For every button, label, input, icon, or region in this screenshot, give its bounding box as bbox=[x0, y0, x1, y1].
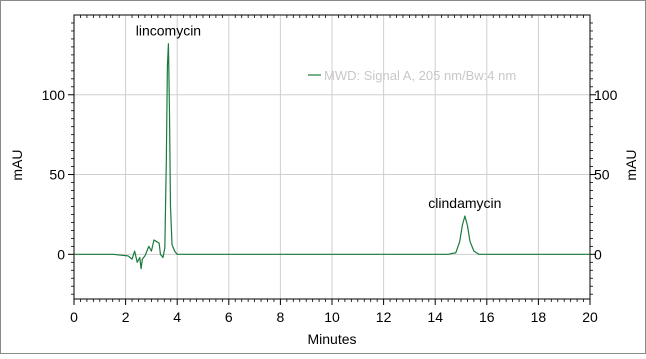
y-axis-label-right: mAU bbox=[623, 149, 639, 180]
x-tick-label: 16 bbox=[479, 309, 495, 325]
y-left-tick-label: 100 bbox=[42, 87, 66, 103]
y-left-tick-label: 0 bbox=[57, 246, 65, 262]
y-right-tick-label: 0 bbox=[594, 246, 602, 262]
x-tick-label: 12 bbox=[376, 309, 392, 325]
y-left-tick-label: 50 bbox=[49, 167, 65, 183]
x-tick-label: 18 bbox=[531, 309, 547, 325]
x-tick-label: 14 bbox=[427, 309, 443, 325]
y-axis-label-left: mAU bbox=[9, 149, 25, 180]
peak-label: lincomycin bbox=[136, 23, 201, 39]
x-tick-label: 6 bbox=[225, 309, 233, 325]
x-tick-label: 8 bbox=[277, 309, 285, 325]
series-layer bbox=[74, 43, 590, 270]
x-tick-label: 20 bbox=[582, 309, 598, 325]
x-axis-label: Minutes bbox=[307, 331, 356, 347]
y-right-tick-label: 50 bbox=[594, 167, 610, 183]
legend-label: MWD: Signal A, 205 nm/Bw:4 nm bbox=[324, 68, 516, 83]
y-right-tick-label: 100 bbox=[594, 87, 618, 103]
peak-label: clindamycin bbox=[428, 195, 501, 211]
x-tick-label: 2 bbox=[122, 309, 130, 325]
legend: MWD: Signal A, 205 nm/Bw:4 nm bbox=[308, 68, 516, 83]
x-tick-label: 0 bbox=[70, 309, 78, 325]
annotations-layer: lincomycin clindamycin bbox=[136, 23, 502, 211]
x-tick-label: 10 bbox=[324, 309, 340, 325]
series-line bbox=[74, 43, 590, 270]
ticks-layer: 0 2 4 6 8 10 12 14 16 18 20 0 0 50 50 100 100 bbox=[42, 15, 618, 325]
x-tick-label: 4 bbox=[173, 309, 181, 325]
